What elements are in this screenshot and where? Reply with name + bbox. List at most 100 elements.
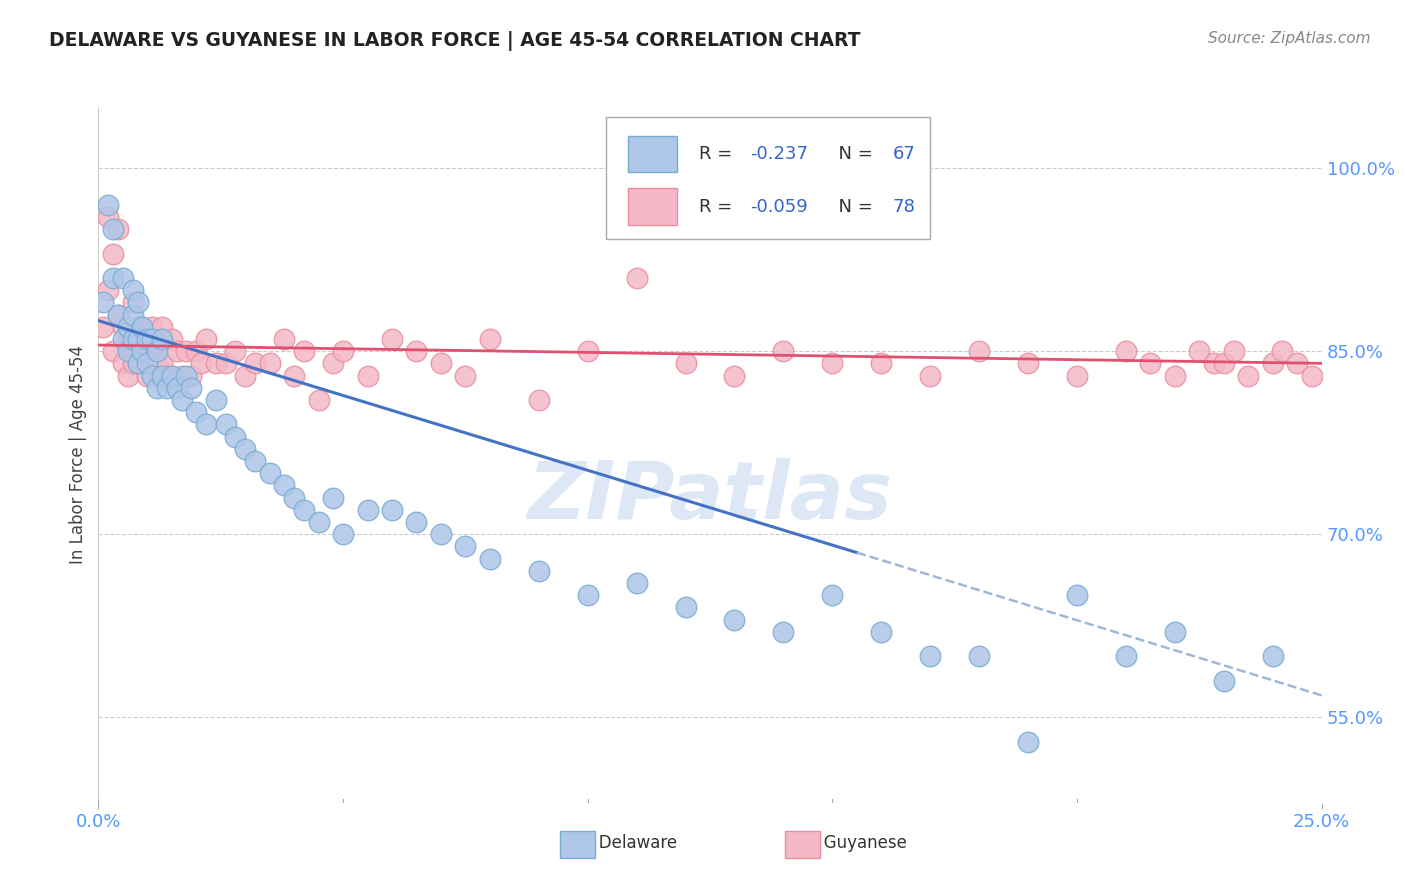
- Point: [170, 392, 193, 407]
- Point: [131, 344, 153, 359]
- Point: [170, 368, 193, 383]
- Point: [117, 332, 139, 346]
- Point: [195, 332, 218, 346]
- Point: [626, 576, 648, 591]
- Point: [180, 368, 202, 383]
- Point: [322, 491, 344, 505]
- Point: [821, 356, 844, 370]
- Point: [146, 356, 169, 370]
- Point: [117, 319, 139, 334]
- Point: [675, 600, 697, 615]
- Point: [405, 515, 427, 529]
- Point: [160, 332, 183, 346]
- Point: [141, 368, 163, 383]
- Point: [176, 344, 198, 359]
- Point: [127, 356, 149, 370]
- Point: [527, 564, 550, 578]
- Point: [356, 503, 378, 517]
- Point: [97, 283, 120, 297]
- Point: [233, 368, 256, 383]
- Point: [478, 332, 501, 346]
- Point: [920, 368, 942, 383]
- Point: [292, 344, 315, 359]
- Point: [101, 344, 124, 359]
- Point: [478, 551, 501, 566]
- Point: [1286, 356, 1309, 370]
- Point: [772, 624, 794, 639]
- Point: [259, 467, 281, 481]
- Text: DELAWARE VS GUYANESE IN LABOR FORCE | AGE 45-54 CORRELATION CHART: DELAWARE VS GUYANESE IN LABOR FORCE | AG…: [49, 31, 860, 51]
- Point: [1017, 735, 1039, 749]
- Point: [150, 332, 173, 346]
- Point: [322, 356, 344, 370]
- Point: [967, 649, 990, 664]
- Point: [136, 356, 159, 370]
- Point: [1261, 649, 1284, 664]
- Point: [107, 222, 129, 236]
- Point: [101, 222, 124, 236]
- Point: [127, 356, 149, 370]
- Point: [141, 344, 163, 359]
- Point: [91, 295, 114, 310]
- Point: [1066, 368, 1088, 383]
- Point: [91, 319, 114, 334]
- Point: [121, 344, 143, 359]
- Point: [97, 197, 120, 211]
- Point: [127, 319, 149, 334]
- Point: [1115, 649, 1137, 664]
- Point: [1271, 344, 1294, 359]
- Point: [150, 356, 173, 370]
- Point: [283, 491, 305, 505]
- Point: [160, 368, 183, 383]
- Text: N =: N =: [828, 145, 879, 162]
- Y-axis label: In Labor Force | Age 45-54: In Labor Force | Age 45-54: [69, 345, 87, 565]
- Point: [356, 368, 378, 383]
- Point: [576, 588, 599, 602]
- Point: [111, 319, 134, 334]
- Point: [117, 344, 139, 359]
- Point: [454, 368, 477, 383]
- Point: [195, 417, 218, 432]
- Point: [176, 368, 198, 383]
- Point: [150, 368, 173, 383]
- Point: [292, 503, 315, 517]
- Point: [121, 295, 143, 310]
- Point: [243, 356, 266, 370]
- Text: -0.059: -0.059: [751, 197, 808, 216]
- Point: [97, 210, 120, 224]
- Point: [111, 332, 134, 346]
- Point: [772, 344, 794, 359]
- Point: [381, 332, 404, 346]
- Text: Guyanese: Guyanese: [808, 834, 907, 852]
- Point: [723, 368, 745, 383]
- Point: [308, 515, 330, 529]
- Point: [1188, 344, 1211, 359]
- Point: [121, 283, 143, 297]
- Point: [136, 332, 159, 346]
- Point: [127, 295, 149, 310]
- Point: [821, 588, 844, 602]
- Point: [308, 392, 330, 407]
- Point: [224, 429, 246, 443]
- Point: [111, 271, 134, 285]
- Point: [205, 356, 228, 370]
- Point: [1017, 356, 1039, 370]
- Point: [723, 613, 745, 627]
- Point: [675, 356, 697, 370]
- Point: [186, 344, 208, 359]
- Text: N =: N =: [828, 197, 879, 216]
- Point: [146, 332, 169, 346]
- Text: R =: R =: [699, 145, 738, 162]
- Point: [405, 344, 427, 359]
- Point: [180, 381, 202, 395]
- Point: [156, 381, 179, 395]
- Point: [430, 527, 453, 541]
- Point: [1164, 368, 1187, 383]
- Point: [332, 527, 354, 541]
- Text: Source: ZipAtlas.com: Source: ZipAtlas.com: [1208, 31, 1371, 46]
- Point: [111, 356, 134, 370]
- Text: Delaware: Delaware: [583, 834, 678, 852]
- Point: [332, 344, 354, 359]
- Point: [214, 417, 236, 432]
- Point: [576, 344, 599, 359]
